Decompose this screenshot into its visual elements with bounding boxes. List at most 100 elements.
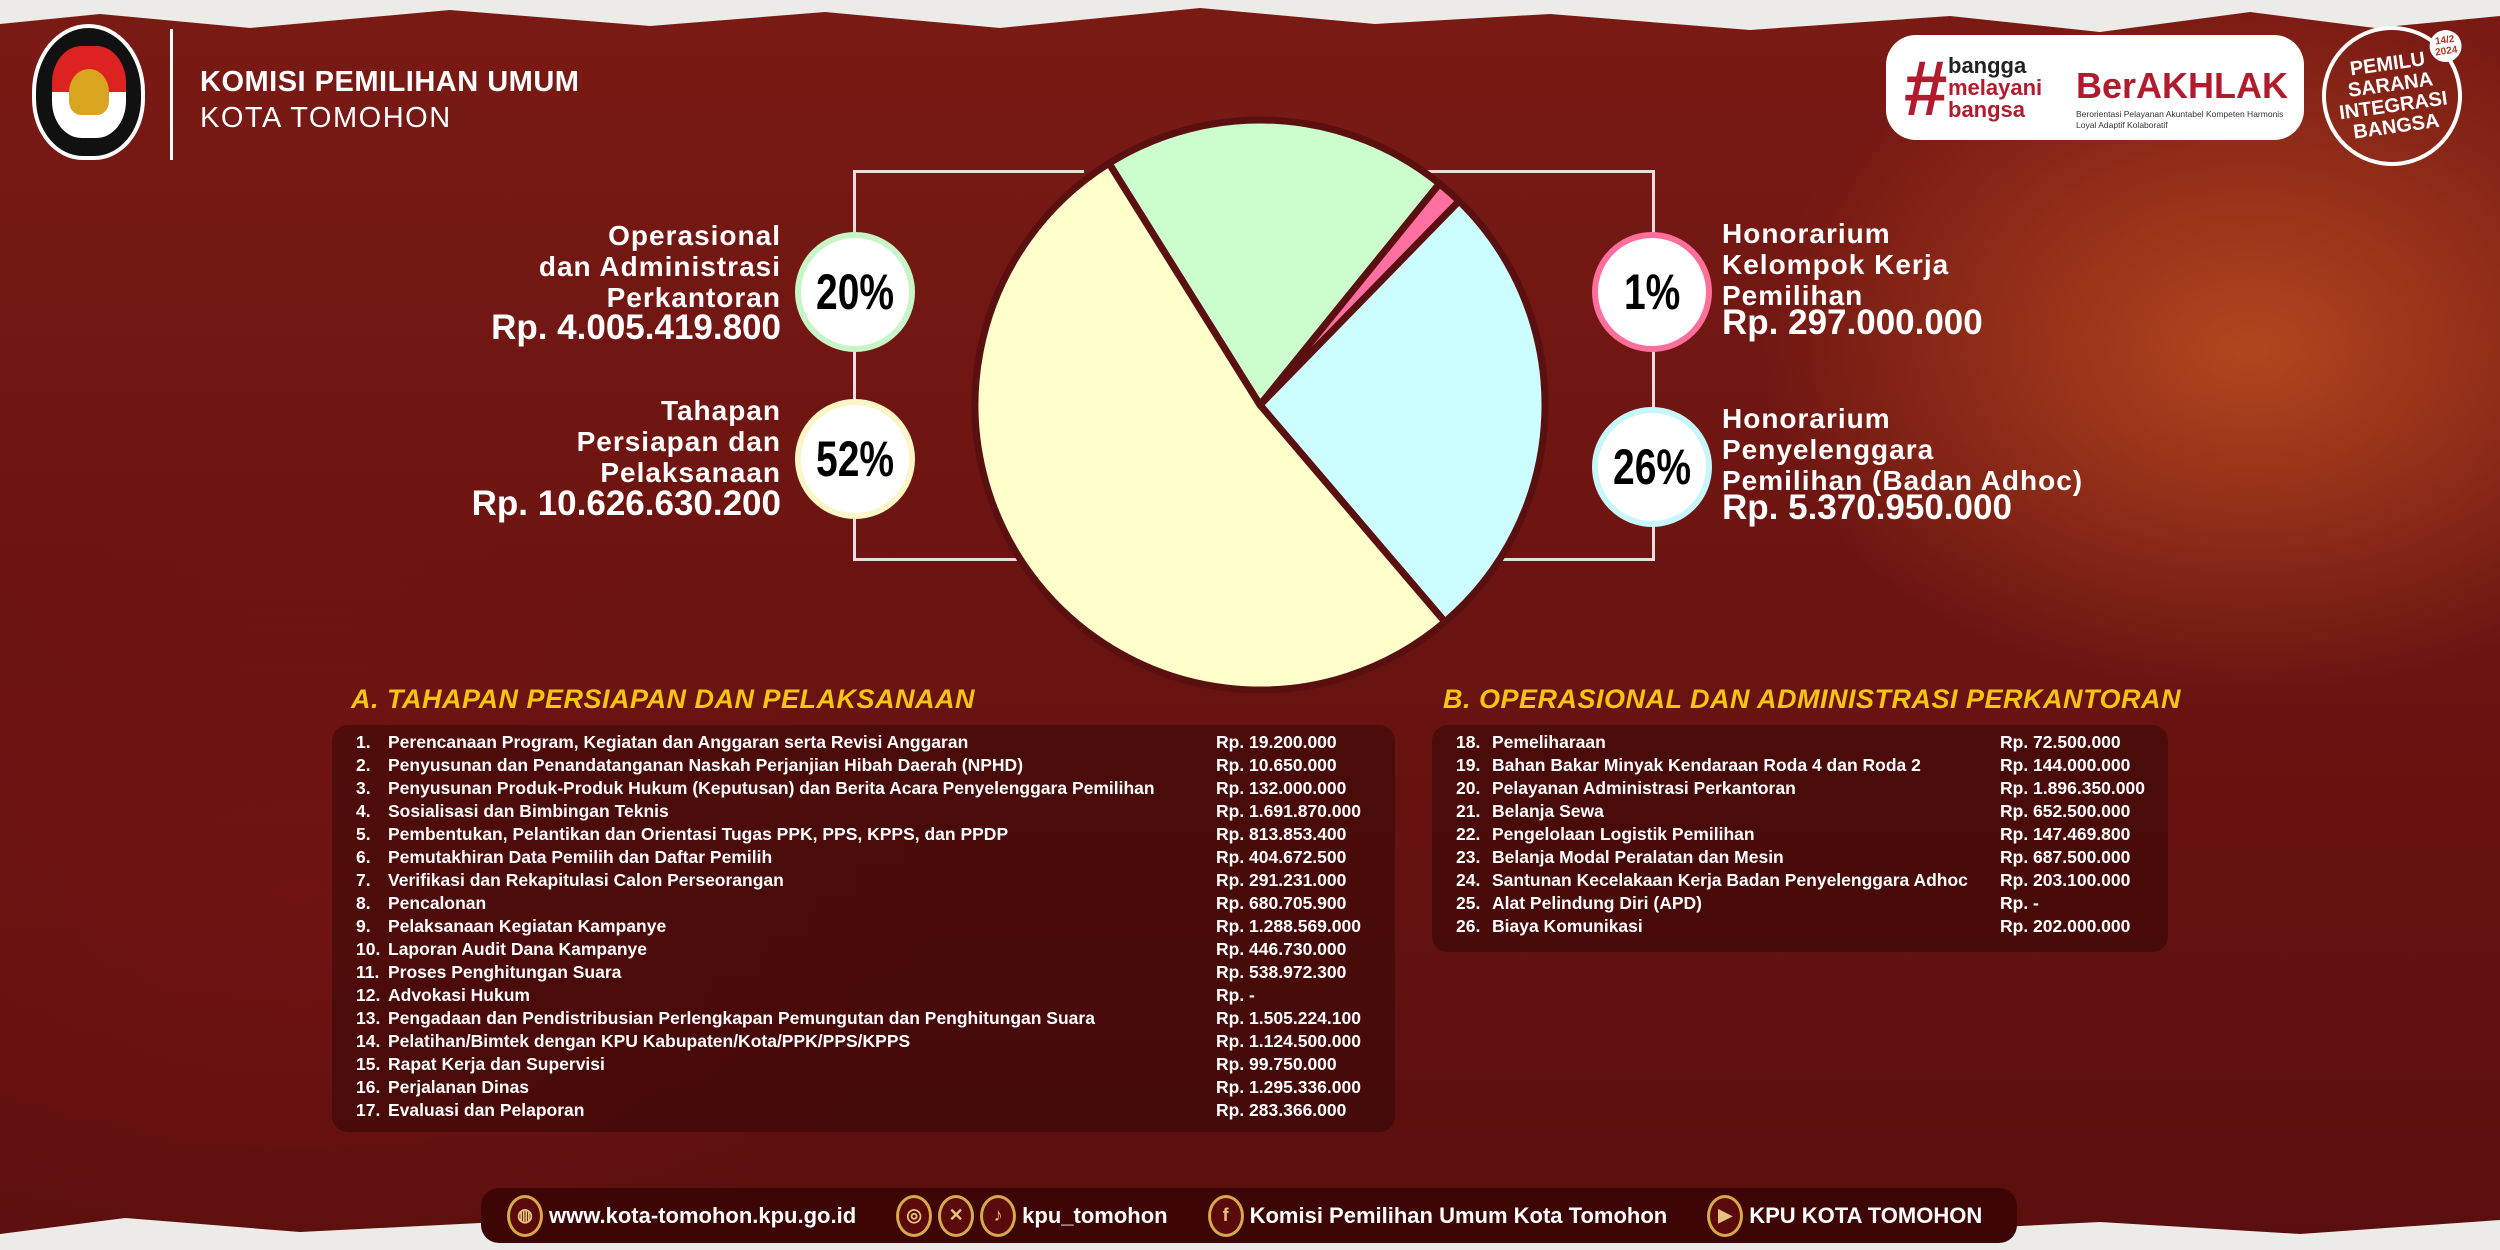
item-label: Pengadaan dan Pendistribusian Perlengkap… bbox=[388, 1008, 1095, 1028]
item-amount: Rp. 99.750.000 bbox=[1216, 1054, 1337, 1074]
item-number: 23. bbox=[1456, 847, 1481, 867]
table-row: 17. Evaluasi dan Pelaporan Rp. 283.366.000 bbox=[332, 1100, 1395, 1123]
youtube-icon[interactable]: ▶ bbox=[1707, 1194, 1744, 1237]
item-label: Verifikasi dan Rekapitulasi Calon Perseo… bbox=[388, 870, 784, 890]
item-label: Pelatihan/Bimtek dengan KPU Kabupaten/Ko… bbox=[388, 1031, 911, 1051]
instagram-icon[interactable]: ◎ bbox=[896, 1194, 933, 1237]
item-number: 6. bbox=[356, 847, 371, 867]
table-row: 6. Pemutakhiran Data Pemilih dan Daftar P… bbox=[332, 847, 1395, 870]
org-city: KOTA TOMOHON bbox=[200, 102, 452, 134]
torn-paper-top bbox=[0, 0, 2500, 32]
bangga-melayani-bangsa: bangga melayani bangsa bbox=[1948, 55, 2042, 121]
item-number: 1. bbox=[356, 732, 371, 752]
hashtag-icon: # bbox=[1904, 44, 1948, 132]
pie-slice-0 bbox=[1105, 116, 1443, 409]
item-number: 8. bbox=[356, 893, 371, 913]
table-row: 14. Pelatihan/Bimtek dengan KPU Kabupaten… bbox=[332, 1031, 1395, 1054]
table-row: 15. Rapat Kerja dan Supervisi Rp. 99.750.0… bbox=[332, 1054, 1395, 1077]
berakhlak-logo: BerAKHLAK bbox=[2076, 65, 2289, 106]
item-amount: Rp. 291.231.000 bbox=[1216, 870, 1347, 890]
item-number: 10. bbox=[356, 939, 381, 959]
table-row: 3. Penyusunan Produk-Produk Hukum (Keputu… bbox=[332, 778, 1395, 801]
item-number: 11. bbox=[356, 962, 380, 982]
garuda-icon bbox=[68, 69, 109, 115]
percent-circle-tahapan: 52% bbox=[795, 399, 915, 519]
item-label: Belanja Sewa bbox=[1492, 801, 1604, 821]
item-label: Pemeliharaan bbox=[1492, 732, 1606, 752]
item-number: 9. bbox=[356, 916, 371, 936]
item-amount: Rp. 813.853.400 bbox=[1216, 824, 1347, 844]
tiktok-icon[interactable]: ♪ bbox=[980, 1194, 1017, 1237]
amount-operasional: Rp. 4.005.419.800 bbox=[491, 308, 781, 347]
section-b-title: B. OPERASIONAL DAN ADMINISTRASI PERKANTO… bbox=[1443, 684, 2182, 714]
item-number: 4. bbox=[356, 801, 371, 821]
item-number: 5. bbox=[356, 824, 371, 844]
item-number: 22. bbox=[1456, 824, 1481, 844]
item-label: Santunan Kecelakaan Kerja Badan Penyelen… bbox=[1492, 870, 1968, 890]
item-amount: Rp. 446.730.000 bbox=[1216, 939, 1347, 959]
item-label: Rapat Kerja dan Supervisi bbox=[388, 1054, 605, 1074]
item-amount: Rp. 1.124.500.000 bbox=[1216, 1031, 1361, 1051]
budget-pie-chart bbox=[971, 116, 1549, 694]
kpu-logo bbox=[32, 24, 145, 160]
table-row: 20. Pelayanan Administrasi Perkantoran Rp.… bbox=[1432, 778, 2168, 801]
item-amount: Rp. 687.500.000 bbox=[2000, 847, 2131, 867]
item-number: 19. bbox=[1456, 755, 1481, 775]
table-row: 23. Belanja Modal Peralatan dan Mesin Rp. … bbox=[1432, 847, 2168, 870]
pemilu-date: 14/2 2024 bbox=[2427, 27, 2464, 65]
percent-circle-operasional: 20% bbox=[795, 232, 915, 352]
item-amount: Rp. 202.000.000 bbox=[2000, 916, 2131, 936]
footer-bar: ◍ www.kota-tomohon.kpu.go.id ◎ ✕ ♪ kpu_t… bbox=[481, 1188, 2017, 1243]
item-number: 7. bbox=[356, 870, 371, 890]
bangga-text: bangga bbox=[1948, 53, 2027, 78]
item-label: Belanja Modal Peralatan dan Mesin bbox=[1492, 847, 1784, 867]
item-amount: Rp. 404.672.500 bbox=[1216, 847, 1347, 867]
table-row: 25. Alat Pelindung Diri (APD) Rp. - bbox=[1432, 893, 2168, 916]
item-label: Sosialisasi dan Bimbingan Teknis bbox=[388, 801, 669, 821]
table-row: 11. Proses Penghitungan Suara Rp. 538.972.… bbox=[332, 962, 1395, 985]
item-label: Pembentukan, Pelantikan dan Orientasi Tu… bbox=[388, 824, 1009, 844]
amount-tahapan: Rp. 10.626.630.200 bbox=[471, 484, 781, 523]
facebook-icon[interactable]: f bbox=[1207, 1194, 1244, 1237]
x-icon[interactable]: ✕ bbox=[938, 1194, 975, 1237]
item-number: 21. bbox=[1456, 801, 1481, 821]
label-honorarium-adhoc: Honorarium Penyelenggara Pemilihan (Badan … bbox=[1722, 403, 2084, 496]
item-label: Bahan Bakar Minyak Kendaraan Roda 4 dan … bbox=[1492, 755, 1921, 775]
table-row: 24. Santunan Kecelakaan Kerja Badan Penye… bbox=[1432, 870, 2168, 893]
bangga-berakhlak-badge: # bangga melayani bangsa BerAKHLAK Beror… bbox=[1886, 35, 2304, 140]
item-label: Penyusunan Produk-Produk Hukum (Keputusa… bbox=[388, 778, 1155, 798]
percent-circle-honorarium-adhoc: 26% bbox=[1592, 407, 1712, 527]
item-amount: Rp. 144.000.000 bbox=[2000, 755, 2131, 775]
item-amount: Rp. 72.500.000 bbox=[2000, 732, 2121, 752]
youtube-channel[interactable]: KPU KOTA TOMOHON bbox=[1749, 1202, 1983, 1228]
table-row: 4. Sosialisasi dan Bimbingan Teknis Rp. 1.… bbox=[332, 801, 1395, 824]
right-leader-bracket bbox=[1403, 170, 1655, 561]
pie-slice-3 bbox=[971, 159, 1449, 694]
table-row: 21. Belanja Sewa Rp. 652.500.000 bbox=[1432, 801, 2168, 824]
facebook-page[interactable]: Komisi Pemilihan Umum Kota Tomohon bbox=[1249, 1202, 1668, 1228]
item-amount: Rp. 10.650.000 bbox=[1216, 755, 1337, 775]
amount-honorarium-pokja: Rp. 297.000.000 bbox=[1722, 303, 1983, 342]
org-name: KOMISI PEMILIHAN UMUM bbox=[200, 66, 580, 98]
berakhlak-subtitle: Berorientasi Pelayanan Akuntabel Kompete… bbox=[2076, 109, 2284, 130]
table-row: 18. Pemeliharaan Rp. 72.500.000 bbox=[1432, 732, 2168, 755]
table-row: 13. Pengadaan dan Pendistribusian Perleng… bbox=[332, 1008, 1395, 1031]
item-number: 18. bbox=[1456, 732, 1481, 752]
item-label: Pencalonan bbox=[388, 893, 487, 913]
item-number: 3. bbox=[356, 778, 371, 798]
item-amount: Rp. - bbox=[2000, 893, 2039, 913]
social-handle[interactable]: kpu_tomohon bbox=[1022, 1202, 1168, 1228]
item-amount: Rp. - bbox=[1216, 985, 1255, 1005]
item-amount: Rp. 1.896.350.000 bbox=[2000, 778, 2145, 798]
item-number: 16. bbox=[356, 1077, 381, 1097]
item-number: 26. bbox=[1456, 916, 1481, 936]
item-label: Perjalanan Dinas bbox=[388, 1077, 530, 1097]
item-amount: Rp. 147.469.800 bbox=[2000, 824, 2131, 844]
website-link[interactable]: www.kota-tomohon.kpu.go.id bbox=[549, 1202, 857, 1228]
item-label: Pelaksanaan Kegiatan Kampanye bbox=[388, 916, 667, 936]
item-label: Evaluasi dan Pelaporan bbox=[388, 1100, 585, 1120]
table-row: 10. Laporan Audit Dana Kampanye Rp. 446.73… bbox=[332, 939, 1395, 962]
item-label: Laporan Audit Dana Kampanye bbox=[388, 939, 647, 959]
item-amount: Rp. 203.100.000 bbox=[2000, 870, 2131, 890]
item-label: Advokasi Hukum bbox=[388, 985, 530, 1005]
